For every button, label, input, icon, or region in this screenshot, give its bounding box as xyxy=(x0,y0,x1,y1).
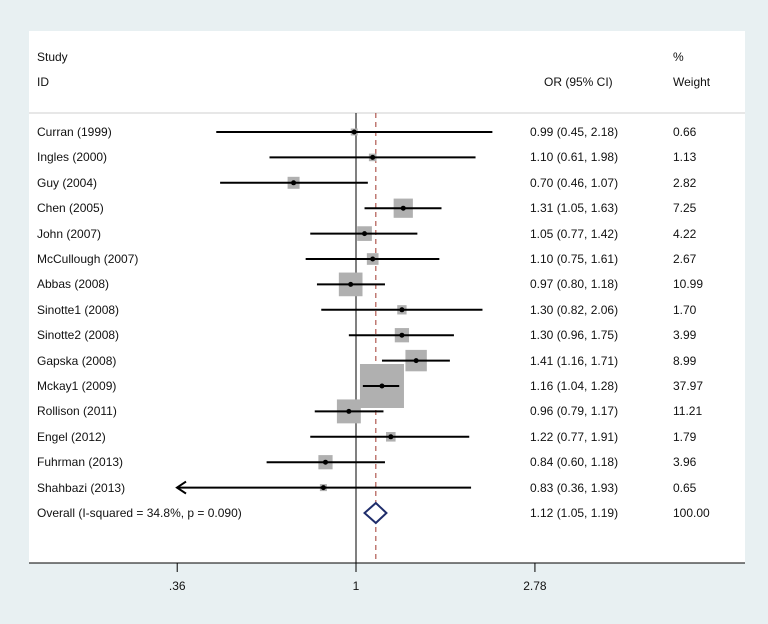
study-weight: 2.67 xyxy=(673,252,697,266)
ci-truncation-arrow xyxy=(175,480,187,495)
overall-or-ci: 1.12 (1.05, 1.19) xyxy=(530,506,619,520)
study-weight: 8.99 xyxy=(673,353,697,368)
overall-diamond xyxy=(363,501,388,525)
point-estimate xyxy=(399,307,405,313)
point-estimate xyxy=(348,281,354,287)
point-estimate xyxy=(322,459,328,465)
point-estimate xyxy=(346,408,352,414)
study-label: Curran (1999) xyxy=(37,125,112,139)
study-weight: 1.70 xyxy=(673,302,697,317)
study-label: Sinotte2 (2008) xyxy=(37,328,120,343)
study-or-ci: 0.70 (0.46, 1.07) xyxy=(530,175,619,190)
study-or-ci: 1.22 (0.77, 1.91) xyxy=(530,429,619,444)
study-weight: 0.65 xyxy=(673,480,697,495)
overall-weight: 100.00 xyxy=(673,506,710,520)
study-weight: 7.25 xyxy=(673,201,697,216)
study-label: Mckay1 (2009) xyxy=(37,379,117,393)
header-percent: % xyxy=(673,50,684,64)
x-tick-label: 1 xyxy=(352,579,360,593)
study-weight: 1.79 xyxy=(673,429,697,444)
study-label: Gapska (2008) xyxy=(37,353,117,368)
header-weight: Weight xyxy=(673,75,711,89)
study-or-ci: 1.16 (1.04, 1.28) xyxy=(530,379,619,393)
point-estimate xyxy=(320,485,326,491)
study-label: Rollison (2011) xyxy=(37,404,117,419)
plot-panel xyxy=(29,31,745,563)
header-or: OR (95% CI) xyxy=(544,75,613,89)
point-estimate xyxy=(379,383,385,389)
point-estimate xyxy=(370,256,376,262)
point-estimate xyxy=(399,332,405,338)
study-weight: 3.99 xyxy=(673,328,697,343)
study-weight: 11.21 xyxy=(673,404,703,419)
study-label: Fuhrman (2013) xyxy=(37,455,124,470)
study-or-ci: 0.84 (0.60, 1.18) xyxy=(530,455,619,470)
study-or-ci: 0.83 (0.36, 1.93) xyxy=(530,480,619,495)
x-tick-label: 2.78 xyxy=(523,579,547,593)
study-or-ci: 1.10 (0.75, 1.61) xyxy=(530,252,619,266)
point-estimate xyxy=(413,358,419,364)
study-label: Chen (2005) xyxy=(37,201,104,216)
x-tick-label: .36 xyxy=(168,579,186,593)
study-label: Ingles (2000) xyxy=(37,150,108,165)
study-or-ci: 1.10 (0.61, 1.98) xyxy=(530,150,619,165)
study-label: Guy (2004) xyxy=(37,175,98,190)
study-weight: 3.96 xyxy=(673,455,697,470)
header-id: ID xyxy=(37,75,49,89)
point-estimate xyxy=(351,129,357,135)
study-weight: 2.82 xyxy=(673,175,697,190)
point-estimate xyxy=(400,205,406,211)
point-estimate xyxy=(362,231,368,237)
study-weight: 10.99 xyxy=(673,277,704,292)
study-weight: 37.97 xyxy=(673,379,704,393)
header-study: Study xyxy=(37,50,68,64)
study-or-ci: 0.99 (0.45, 2.18) xyxy=(530,125,619,139)
study-weight: 4.22 xyxy=(673,226,697,241)
study-or-ci: 1.05 (0.77, 1.42) xyxy=(530,226,619,241)
study-weight: 0.66 xyxy=(673,125,697,139)
point-estimate xyxy=(388,434,394,440)
point-estimate xyxy=(370,154,376,160)
study-label: McCullough (2007) xyxy=(37,252,139,266)
point-estimate xyxy=(291,180,297,186)
study-or-ci: 1.30 (0.82, 2.06) xyxy=(530,302,619,317)
study-label: Shahbazi (2013) xyxy=(37,480,126,495)
overall-label: Overall (I-squared = 34.8%, p = 0.090) xyxy=(37,506,242,520)
study-or-ci: 0.96 (0.79, 1.17) xyxy=(530,404,619,419)
study-or-ci: 1.41 (1.16, 1.71) xyxy=(530,353,619,368)
study-label: Engel (2012) xyxy=(37,429,106,444)
study-label: Sinotte1 (2008) xyxy=(37,302,120,317)
study-label: John (2007) xyxy=(37,226,102,241)
study-label: Abbas (2008) xyxy=(37,277,110,292)
study-or-ci: 1.30 (0.96, 1.75) xyxy=(530,328,619,343)
study-weight: 1.13 xyxy=(673,150,697,165)
study-or-ci: 1.31 (1.05, 1.63) xyxy=(530,201,619,216)
study-or-ci: 0.97 (0.80, 1.18) xyxy=(530,277,619,292)
